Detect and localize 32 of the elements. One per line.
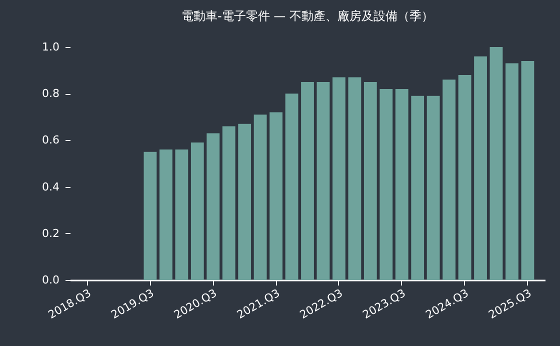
bar: [380, 88, 393, 280]
y-tick-label: 0.2: [42, 226, 60, 240]
bar: [348, 77, 362, 280]
y-tick-label: 1.0: [42, 40, 60, 54]
bar: [206, 133, 220, 280]
bar: [506, 63, 518, 280]
bar: [364, 82, 377, 280]
bar: [411, 96, 424, 280]
bar: [175, 150, 188, 280]
bar: [285, 94, 298, 280]
bar: [490, 47, 503, 280]
bar: [270, 112, 282, 280]
bar: [159, 150, 172, 280]
y-tick-label: 0.8: [42, 87, 60, 100]
chart-title: 電動車-電子零件 — 不動產、廠房及設備（季）: [182, 9, 434, 23]
bar: [458, 74, 472, 280]
bar: [332, 77, 346, 280]
bar: [254, 114, 267, 280]
bar: [238, 124, 252, 280]
bar: [222, 126, 236, 280]
y-tick-label: 0.0: [42, 274, 60, 286]
bar: [301, 82, 314, 280]
bar: [521, 60, 534, 280]
y-tick-label: 0.6: [42, 134, 60, 147]
bar: [442, 80, 456, 280]
bar: [316, 82, 330, 280]
bar: [426, 96, 440, 280]
bar: [190, 142, 204, 280]
bar: [474, 56, 487, 280]
bar: [395, 88, 408, 280]
bar: [144, 152, 157, 280]
y-tick-label: 0.4: [42, 180, 60, 194]
